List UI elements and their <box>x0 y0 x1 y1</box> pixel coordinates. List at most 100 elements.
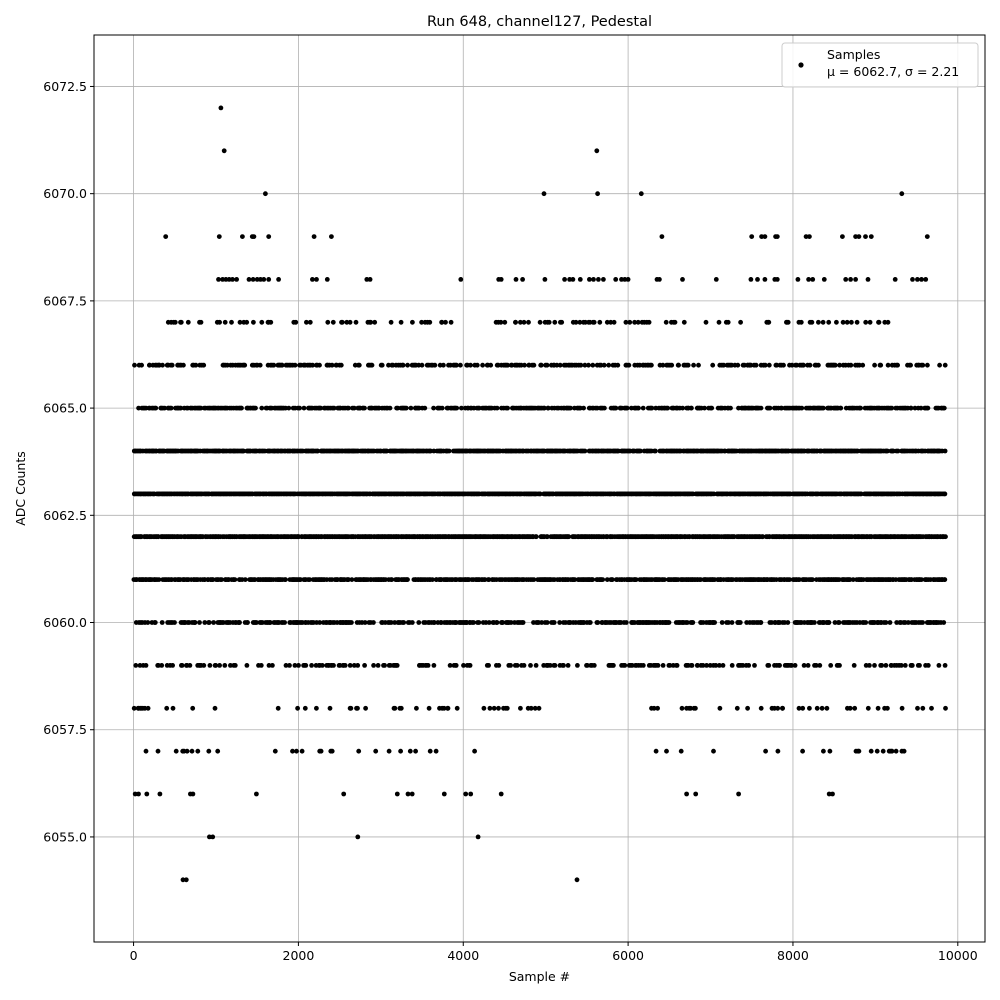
data-point <box>863 620 869 625</box>
data-point <box>740 663 746 668</box>
data-point <box>295 705 300 711</box>
data-point <box>622 277 628 282</box>
data-point <box>409 620 415 625</box>
data-point <box>737 620 743 625</box>
data-point <box>868 234 874 240</box>
data-point <box>774 234 780 240</box>
data-point <box>800 748 805 754</box>
data-point <box>222 319 228 325</box>
data-point <box>717 705 723 711</box>
data-point <box>388 620 394 625</box>
data-point <box>416 362 422 368</box>
data-point <box>348 705 354 711</box>
data-point <box>581 405 586 411</box>
data-point <box>355 834 361 840</box>
data-point <box>848 277 853 282</box>
data-point <box>367 277 373 282</box>
data-point <box>179 663 185 668</box>
data-point <box>606 362 612 368</box>
data-point <box>919 277 924 282</box>
data-point <box>582 362 588 368</box>
data-point <box>759 234 764 240</box>
data-point <box>496 663 502 668</box>
data-point <box>695 663 700 668</box>
data-point <box>329 748 335 754</box>
data-point <box>398 705 404 711</box>
data-point <box>168 405 174 411</box>
data-point <box>536 705 542 711</box>
data-point <box>542 277 548 282</box>
data-point <box>626 362 632 368</box>
data-point <box>853 277 858 282</box>
data-point <box>242 577 248 582</box>
data-point <box>680 277 685 282</box>
data-point <box>254 791 259 797</box>
data-point <box>766 319 772 325</box>
data-point <box>401 620 407 625</box>
data-point <box>615 362 621 368</box>
data-point <box>623 319 629 325</box>
data-point <box>416 620 422 625</box>
data-point <box>508 620 514 625</box>
data-point <box>259 405 265 411</box>
data-point <box>389 577 395 582</box>
data-point <box>531 577 537 582</box>
data-point <box>799 405 805 411</box>
data-point <box>430 577 435 582</box>
data-point <box>279 362 285 368</box>
data-point <box>427 748 433 754</box>
data-point <box>915 705 920 711</box>
data-point <box>431 448 437 454</box>
data-point <box>425 663 431 668</box>
data-point <box>590 577 596 582</box>
y-tick-label: 6057.5 <box>43 722 87 737</box>
data-point <box>806 277 811 282</box>
data-point <box>749 234 755 240</box>
data-point <box>674 663 680 668</box>
data-point <box>889 748 895 754</box>
data-point <box>187 663 193 668</box>
y-axis-label: ADC Counts <box>13 451 28 526</box>
data-point <box>667 663 673 668</box>
data-point <box>728 405 733 411</box>
data-point <box>887 620 893 625</box>
data-point <box>317 362 322 368</box>
data-point <box>646 319 652 325</box>
data-point <box>868 748 874 754</box>
data-point <box>943 705 948 711</box>
data-point <box>619 277 624 282</box>
data-point <box>400 362 406 368</box>
data-point <box>573 319 579 325</box>
data-point <box>920 705 926 711</box>
data-point <box>880 748 886 754</box>
data-point <box>758 405 764 411</box>
data-point <box>483 620 489 625</box>
data-point <box>816 362 821 368</box>
data-point <box>198 405 204 411</box>
data-point <box>905 620 911 625</box>
data-point <box>145 620 151 625</box>
data-point <box>917 663 922 668</box>
data-point <box>942 577 948 582</box>
data-point <box>552 319 558 325</box>
data-point <box>476 620 482 625</box>
data-point <box>720 663 726 668</box>
data-point <box>329 362 335 368</box>
data-point <box>752 663 757 668</box>
data-point <box>942 663 948 668</box>
data-point <box>508 663 513 668</box>
data-point <box>207 663 213 668</box>
data-point <box>559 319 565 325</box>
data-point <box>242 362 248 368</box>
data-point <box>327 705 333 711</box>
chart-title: Run 648, channel127, Pedestal <box>427 14 652 30</box>
data-point <box>486 577 492 582</box>
data-point <box>230 277 235 282</box>
data-point <box>725 319 731 325</box>
data-point <box>467 663 473 668</box>
data-point <box>805 663 811 668</box>
data-point <box>239 405 244 411</box>
data-point <box>832 362 838 368</box>
data-point <box>173 748 179 754</box>
